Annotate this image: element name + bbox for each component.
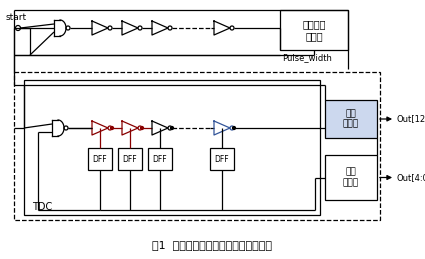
Circle shape	[66, 26, 70, 30]
Text: 精确
编码器: 精确 编码器	[343, 168, 359, 187]
Text: Out[4:0]: Out[4:0]	[397, 173, 425, 182]
Bar	[325, 155, 377, 200]
Circle shape	[108, 126, 112, 130]
Circle shape	[168, 26, 172, 30]
Text: start: start	[6, 13, 27, 22]
Text: DFF: DFF	[215, 155, 230, 163]
Text: 图1  基于单环的时域温度传感器原理图: 图1 基于单环的时域温度传感器原理图	[152, 240, 272, 250]
Circle shape	[230, 126, 234, 130]
Text: 粗略
计数器: 粗略 计数器	[343, 109, 359, 129]
Text: DFF: DFF	[93, 155, 107, 163]
Bar	[210, 148, 234, 170]
Circle shape	[168, 126, 172, 130]
Circle shape	[141, 126, 144, 130]
Bar	[24, 80, 320, 215]
Bar	[88, 148, 112, 170]
Text: DFF: DFF	[153, 155, 167, 163]
Text: Pulse_width: Pulse_width	[282, 54, 332, 62]
Circle shape	[64, 126, 68, 130]
Text: 脉冲宽度
产生器: 脉冲宽度 产生器	[302, 19, 326, 41]
Circle shape	[15, 25, 20, 31]
Circle shape	[138, 26, 142, 30]
Bar	[118, 148, 142, 170]
Bar	[280, 10, 348, 50]
Bar	[325, 100, 377, 138]
Circle shape	[108, 26, 112, 30]
Text: Out[12:5]: Out[12:5]	[397, 114, 425, 124]
Circle shape	[138, 126, 142, 130]
Circle shape	[110, 126, 113, 130]
Circle shape	[230, 26, 234, 30]
Circle shape	[170, 126, 173, 130]
Text: DFF: DFF	[123, 155, 137, 163]
Text: TDC: TDC	[32, 202, 52, 212]
Bar	[148, 148, 172, 170]
Circle shape	[232, 126, 235, 130]
Bar	[14, 72, 380, 220]
